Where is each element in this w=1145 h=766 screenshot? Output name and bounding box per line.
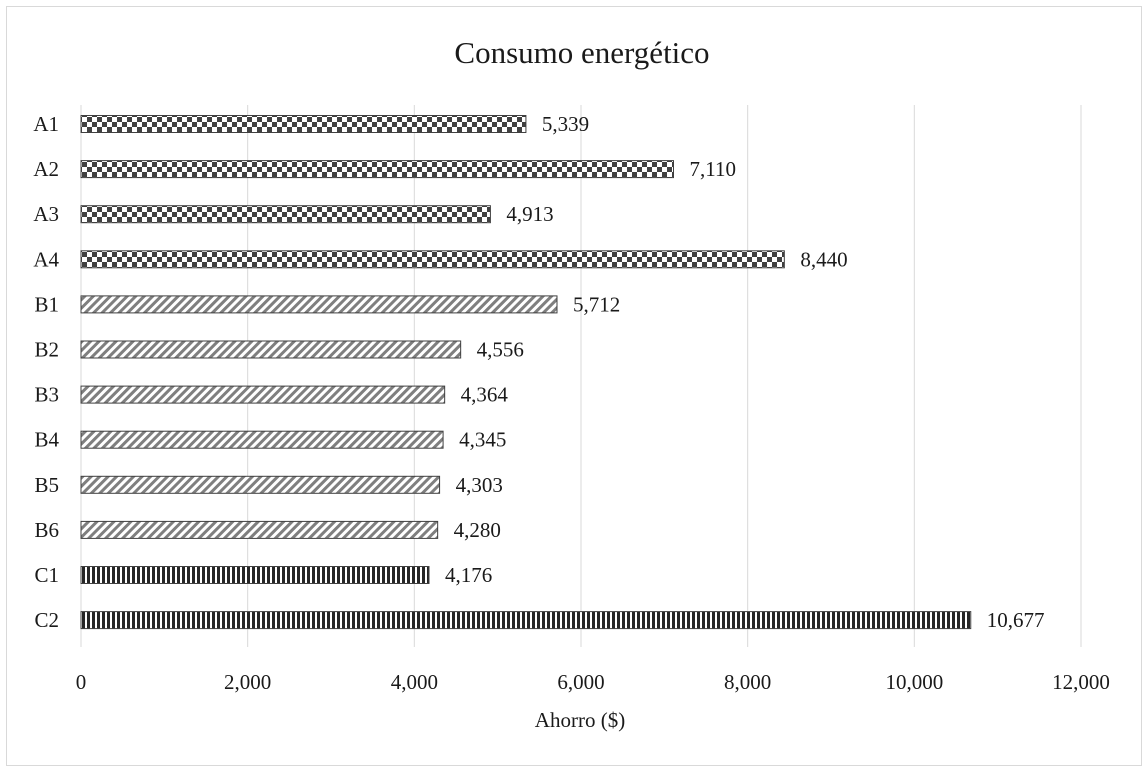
bar-c1 (80, 566, 430, 584)
data-label-b1: 5,712 (573, 292, 620, 316)
category-label-c1: C1 (34, 563, 59, 587)
data-label-a2: 7,110 (690, 157, 736, 181)
category-label-b6: B6 (34, 518, 59, 542)
data-label-b5: 4,303 (456, 473, 503, 497)
x-tick-labels: 0 2,000 4,000 6,000 8,000 10,000 12,000 (76, 670, 1110, 694)
data-label-c1: 4,176 (445, 563, 492, 587)
chart-frame: Consumo energético 5,339 7,110 4,913 8,440 5… (6, 6, 1142, 766)
bar-b6 (80, 520, 439, 539)
bar-b4 (80, 430, 444, 449)
chart-title: Consumo energético (454, 35, 709, 70)
bar-b3 (80, 385, 446, 404)
x-tick-label: 0 (76, 670, 87, 694)
data-label-b6: 4,280 (454, 518, 501, 542)
data-label-a1: 5,339 (542, 112, 589, 136)
bars (80, 115, 972, 630)
data-label-b2: 4,556 (477, 338, 524, 362)
bar-b5 (80, 475, 441, 494)
category-label-b4: B4 (34, 428, 59, 452)
x-tick-label: 8,000 (724, 670, 771, 694)
data-labels: 5,339 7,110 4,913 8,440 5,712 4,556 4,364 4,345… (445, 112, 1045, 632)
data-label-c2: 10,677 (987, 608, 1045, 632)
x-tick-label: 12,000 (1052, 670, 1110, 694)
bar-c2 (80, 611, 972, 630)
data-label-a4: 8,440 (800, 247, 847, 271)
category-label-a2: A2 (33, 157, 59, 181)
bar-a2 (80, 160, 674, 179)
category-label-a4: A4 (33, 247, 59, 271)
bar-a1 (80, 115, 527, 133)
data-label-b4: 4,345 (459, 428, 506, 452)
category-labels: A1 A2 A3 A4 B1 B2 B3 B4 B5 B6 C1 C2 (33, 112, 59, 632)
bar-chart: Consumo energético 5,3397,1104,9138,4405… (33, 35, 1110, 732)
category-label-b1: B1 (34, 292, 59, 316)
category-label-a3: A3 (33, 202, 59, 226)
x-tick-label: 10,000 (885, 670, 943, 694)
x-tick-label: 6,000 (557, 670, 604, 694)
category-label-b3: B3 (34, 383, 59, 407)
category-label-c2: C2 (34, 608, 59, 632)
data-label-a3: 4,913 (506, 202, 553, 226)
gridlines (80, 105, 1082, 647)
bar-b1 (80, 295, 558, 314)
bar-b2 (80, 340, 462, 359)
category-label-b5: B5 (34, 473, 59, 497)
category-label-b2: B2 (34, 338, 59, 362)
data-label-b3: 4,364 (461, 383, 509, 407)
bar-a3 (80, 205, 491, 224)
x-tick-label: 4,000 (391, 670, 438, 694)
category-label-a1: A1 (33, 112, 59, 136)
x-tick-label: 2,000 (224, 670, 271, 694)
x-axis-label: Ahorro ($) (535, 708, 625, 732)
bar-a4 (80, 250, 785, 269)
